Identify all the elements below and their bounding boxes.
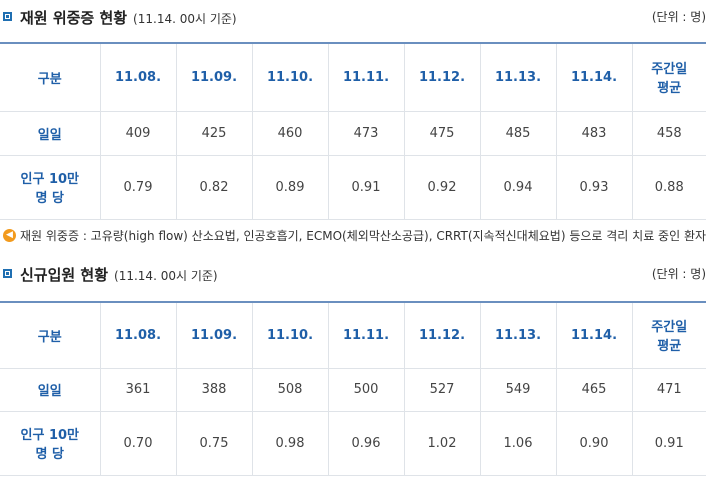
table-cell: 361 <box>99 368 176 412</box>
row-label-daily: 일일 <box>0 368 100 412</box>
table-cell: 508 <box>251 368 328 412</box>
table-cell: 485 <box>479 111 556 156</box>
date-header: 11.10. <box>251 43 328 112</box>
date-header: 11.14. <box>555 302 632 369</box>
note-text: 재원 위중증 : 고유량(high flow) 산소요법, 인공호흡기, ECM… <box>20 229 707 243</box>
table-cell: 425 <box>175 111 252 156</box>
row-label-per-100k: 인구 10만 명 당 <box>0 411 100 476</box>
table-cell-average: 471 <box>631 368 706 412</box>
table-header-row: 구분 11.08. 11.09. 11.10. 11.11. 11.12. 11… <box>0 43 706 112</box>
table-row-per-100k: 인구 10만 명 당 0.79 0.82 0.89 0.91 0.92 0.94 … <box>0 155 706 220</box>
table-cell: 409 <box>99 111 176 156</box>
row-label-daily: 일일 <box>0 111 100 156</box>
definition-note: ◀ 재원 위중증 : 고유량(high flow) 산소요법, 인공호흡기, E… <box>0 226 712 246</box>
table-cell-average: 0.88 <box>631 155 706 220</box>
table-cell: 0.94 <box>479 155 556 220</box>
unit-label: (단위 : 명) <box>651 267 706 281</box>
table-row-daily: 일일 361 388 508 500 527 549 465 471 <box>0 368 706 412</box>
weekly-average-header: 주간일 평균 <box>631 302 706 369</box>
date-header: 11.12. <box>403 302 480 369</box>
corner-header: 구분 <box>0 302 100 369</box>
date-header: 11.13. <box>479 43 556 112</box>
table-cell: 500 <box>327 368 404 412</box>
square-bullet-icon <box>3 12 12 21</box>
table-cell: 465 <box>555 368 632 412</box>
table-cell: 0.90 <box>555 411 632 476</box>
table-cell: 460 <box>251 111 328 156</box>
section-title: 신규입원 현황 (11.14. 00시 기준) <box>20 266 218 284</box>
section-header-admissions: 신규입원 현황 (11.14. 00시 기준) (단위 : 명) <box>0 264 712 288</box>
section-title: 재원 위중증 현황 (11.14. 00시 기준) <box>20 9 237 27</box>
table-cell: 0.89 <box>251 155 328 220</box>
date-header: 11.08. <box>99 43 176 112</box>
section-header-critical: 재원 위중증 현황 (11.14. 00시 기준) (단위 : 명) <box>0 7 712 31</box>
table-cell: 0.82 <box>175 155 252 220</box>
date-header: 11.13. <box>479 302 556 369</box>
date-header: 11.09. <box>175 43 252 112</box>
new-admissions-table: 구분 11.08. 11.09. 11.10. 11.11. 11.12. 11… <box>0 301 706 476</box>
table-row-per-100k: 인구 10만 명 당 0.70 0.75 0.98 0.96 1.02 1.06 … <box>0 411 706 476</box>
section-subtitle: (11.14. 00시 기준) <box>133 12 237 26</box>
table-cell: 549 <box>479 368 556 412</box>
table-cell: 0.98 <box>251 411 328 476</box>
date-header: 11.11. <box>327 43 404 112</box>
section-subtitle: (11.14. 00시 기준) <box>114 269 218 283</box>
table-cell: 0.91 <box>327 155 404 220</box>
date-header: 11.14. <box>555 43 632 112</box>
table-cell: 0.92 <box>403 155 480 220</box>
table-cell: 1.02 <box>403 411 480 476</box>
critical-patients-table: 구분 11.08. 11.09. 11.10. 11.11. 11.12. 11… <box>0 42 706 220</box>
corner-header: 구분 <box>0 43 100 112</box>
table-cell: 388 <box>175 368 252 412</box>
table-cell: 483 <box>555 111 632 156</box>
table-cell-average: 458 <box>631 111 706 156</box>
square-bullet-icon <box>3 269 12 278</box>
table-cell: 0.70 <box>99 411 176 476</box>
date-header: 11.09. <box>175 302 252 369</box>
date-header: 11.08. <box>99 302 176 369</box>
table-cell: 527 <box>403 368 480 412</box>
table-cell: 1.06 <box>479 411 556 476</box>
table-cell: 0.75 <box>175 411 252 476</box>
table-header-row: 구분 11.08. 11.09. 11.10. 11.11. 11.12. 11… <box>0 302 706 369</box>
date-header: 11.12. <box>403 43 480 112</box>
table-cell: 0.93 <box>555 155 632 220</box>
table-cell: 0.79 <box>99 155 176 220</box>
date-header: 11.11. <box>327 302 404 369</box>
speaker-icon: ◀ <box>3 229 16 242</box>
unit-label: (단위 : 명) <box>651 10 706 24</box>
table-row-daily: 일일 409 425 460 473 475 485 483 458 <box>0 111 706 156</box>
table-cell-average: 0.91 <box>631 411 706 476</box>
date-header: 11.10. <box>251 302 328 369</box>
table-cell: 0.96 <box>327 411 404 476</box>
weekly-average-header: 주간일 평균 <box>631 43 706 112</box>
row-label-per-100k: 인구 10만 명 당 <box>0 155 100 220</box>
table-cell: 473 <box>327 111 404 156</box>
table-cell: 475 <box>403 111 480 156</box>
